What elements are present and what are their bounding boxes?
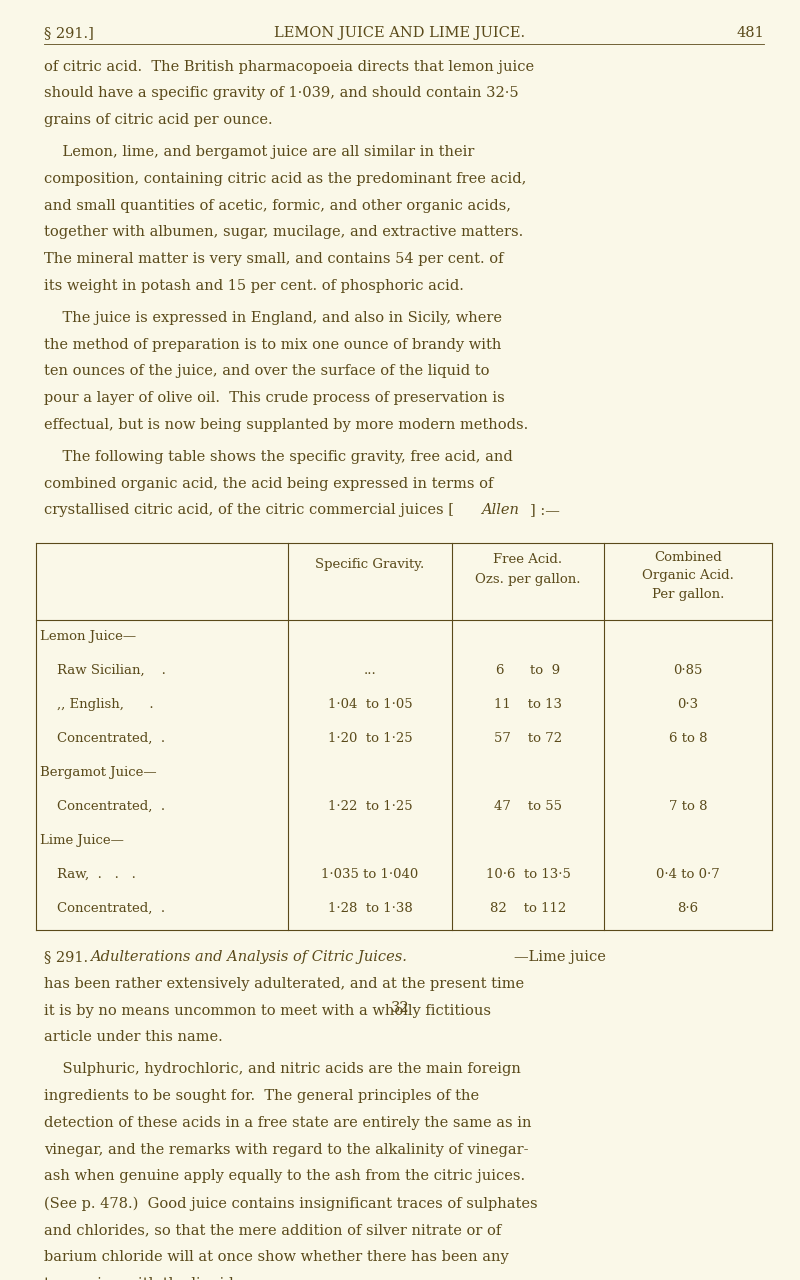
Text: Bergamot Juice—: Bergamot Juice— — [40, 765, 157, 780]
Text: Sulphuric, hydrochloric, and nitric acids are the main foreign: Sulphuric, hydrochloric, and nitric acid… — [44, 1062, 521, 1076]
Text: Free Acid.: Free Acid. — [494, 553, 562, 566]
Text: (See p. 478.)  Good juice contains insignificant traces of sulphates: (See p. 478.) Good juice contains insign… — [44, 1197, 538, 1211]
Text: 6 to 8: 6 to 8 — [669, 732, 707, 745]
Text: Allen: Allen — [482, 503, 519, 517]
Text: ] :—: ] :— — [530, 503, 559, 517]
Text: 6      to  9: 6 to 9 — [496, 664, 560, 677]
Text: and chlorides, so that the mere addition of silver nitrate or of: and chlorides, so that the mere addition… — [44, 1222, 502, 1236]
Text: Ozs. per gallon.: Ozs. per gallon. — [475, 573, 581, 586]
Text: —Lime juice: —Lime juice — [514, 950, 606, 964]
Text: ,, English,      .: ,, English, . — [40, 698, 154, 710]
Text: detection of these acids in a free state are entirely the same as in: detection of these acids in a free state… — [44, 1116, 531, 1130]
Text: crystallised citric acid, of the citric commercial juices [: crystallised citric acid, of the citric … — [44, 503, 454, 517]
Text: Concentrated,  .: Concentrated, . — [40, 800, 165, 813]
Text: should have a specific gravity of 1·039, and should contain 32·5: should have a specific gravity of 1·039,… — [44, 87, 518, 100]
Text: § 291.]: § 291.] — [44, 26, 94, 40]
Text: tampering with the liquid.: tampering with the liquid. — [44, 1276, 238, 1280]
Text: grains of citric acid per ounce.: grains of citric acid per ounce. — [44, 113, 273, 127]
Text: 1·28  to 1·38: 1·28 to 1·38 — [328, 902, 412, 915]
Text: § 291.: § 291. — [44, 950, 95, 964]
Text: article under this name.: article under this name. — [44, 1030, 222, 1044]
Text: effectual, but is now being supplanted by more modern methods.: effectual, but is now being supplanted b… — [44, 419, 528, 431]
Text: 82    to 112: 82 to 112 — [490, 902, 566, 915]
Text: 32: 32 — [390, 1001, 410, 1015]
Text: Lemon, lime, and bergamot juice are all similar in their: Lemon, lime, and bergamot juice are all … — [44, 145, 474, 159]
Text: The following table shows the specific gravity, free acid, and: The following table shows the specific g… — [44, 449, 513, 463]
Text: composition, containing citric acid as the predominant free acid,: composition, containing citric acid as t… — [44, 172, 526, 186]
Text: it is by no means uncommon to meet with a wholly fictitious: it is by no means uncommon to meet with … — [44, 1004, 491, 1018]
Text: 481: 481 — [736, 26, 764, 40]
Text: 1·035 to 1·040: 1·035 to 1·040 — [322, 868, 418, 881]
Text: Concentrated,  .: Concentrated, . — [40, 902, 165, 915]
Text: pour a layer of olive oil.  This crude process of preservation is: pour a layer of olive oil. This crude pr… — [44, 392, 505, 406]
Text: ash when genuine apply equally to the ash from the citric juices.: ash when genuine apply equally to the as… — [44, 1170, 525, 1184]
Text: Lemon Juice—: Lemon Juice— — [40, 630, 136, 643]
Text: LEMON JUICE AND LIME JUICE.: LEMON JUICE AND LIME JUICE. — [274, 26, 526, 40]
Text: 1·22  to 1·25: 1·22 to 1·25 — [328, 800, 412, 813]
Text: has been rather extensively adulterated, and at the present time: has been rather extensively adulterated,… — [44, 977, 524, 991]
Text: and small quantities of acetic, formic, and other organic acids,: and small quantities of acetic, formic, … — [44, 198, 511, 212]
Text: Adulterations and Analysis of Citric Juices.: Adulterations and Analysis of Citric Jui… — [90, 950, 407, 964]
Text: combined organic acid, the acid being expressed in terms of: combined organic acid, the acid being ex… — [44, 476, 494, 490]
Text: The mineral matter is very small, and contains 54 per cent. of: The mineral matter is very small, and co… — [44, 252, 503, 266]
Text: of citric acid.  The British pharmacopoeia directs that lemon juice: of citric acid. The British pharmacopoei… — [44, 60, 534, 74]
Text: vinegar, and the remarks with regard to the alkalinity of vinegar-: vinegar, and the remarks with regard to … — [44, 1143, 529, 1157]
Text: ten ounces of the juice, and over the surface of the liquid to: ten ounces of the juice, and over the su… — [44, 365, 490, 379]
Text: Concentrated,  .: Concentrated, . — [40, 732, 165, 745]
Text: Per gallon.: Per gallon. — [652, 588, 724, 600]
Text: 0·4 to 0·7: 0·4 to 0·7 — [656, 868, 720, 881]
Text: 10·6  to 13·5: 10·6 to 13·5 — [486, 868, 570, 881]
Text: its weight in potash and 15 per cent. of phosphoric acid.: its weight in potash and 15 per cent. of… — [44, 279, 464, 293]
Text: 0·85: 0·85 — [674, 664, 702, 677]
Text: Organic Acid.: Organic Acid. — [642, 570, 734, 582]
Text: 11    to 13: 11 to 13 — [494, 698, 562, 710]
Text: 7 to 8: 7 to 8 — [669, 800, 707, 813]
Text: Lime Juice—: Lime Juice— — [40, 833, 124, 847]
Text: 1·04  to 1·05: 1·04 to 1·05 — [328, 698, 412, 710]
Text: The juice is expressed in England, and also in Sicily, where: The juice is expressed in England, and a… — [44, 311, 502, 325]
Text: ...: ... — [364, 664, 376, 677]
Text: 1·20  to 1·25: 1·20 to 1·25 — [328, 732, 412, 745]
Text: Combined: Combined — [654, 550, 722, 563]
Text: 57    to 72: 57 to 72 — [494, 732, 562, 745]
Text: Raw,  .   .   .: Raw, . . . — [40, 868, 136, 881]
Text: barium chloride will at once show whether there has been any: barium chloride will at once show whethe… — [44, 1249, 509, 1263]
Text: Raw Sicilian,    .: Raw Sicilian, . — [40, 664, 166, 677]
Text: the method of preparation is to mix one ounce of brandy with: the method of preparation is to mix one … — [44, 338, 502, 352]
Text: 8·6: 8·6 — [678, 902, 698, 915]
Text: 0·3: 0·3 — [678, 698, 698, 710]
Text: Specific Gravity.: Specific Gravity. — [315, 558, 425, 571]
Text: together with albumen, sugar, mucilage, and extractive matters.: together with albumen, sugar, mucilage, … — [44, 225, 523, 239]
Text: ingredients to be sought for.  The general principles of the: ingredients to be sought for. The genera… — [44, 1089, 479, 1103]
Text: 47    to 55: 47 to 55 — [494, 800, 562, 813]
